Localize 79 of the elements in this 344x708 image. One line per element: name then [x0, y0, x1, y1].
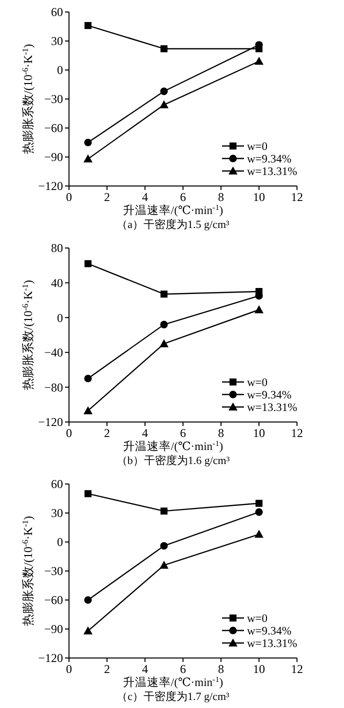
x-tick-label: 8 [218, 662, 224, 676]
point [160, 45, 168, 52]
x-tick-label: 12 [291, 190, 303, 204]
y-tick-label: −120 [38, 651, 63, 666]
x-tick-label: 0 [66, 662, 72, 676]
x-tick-label: 10 [253, 190, 265, 204]
y-tick-label: 30 [51, 34, 63, 48]
legend-label: w=0 [247, 141, 268, 154]
text: （a）干密度为1.5 g/cm³ [116, 218, 230, 231]
point [84, 406, 92, 414]
legend-label: w=13.31% [247, 638, 298, 650]
point [160, 339, 168, 348]
point [255, 508, 263, 516]
point [160, 508, 168, 515]
x-tick-label: 6 [180, 426, 186, 440]
x-tick-label: 10 [253, 426, 265, 440]
legend-label: w=9.34% [247, 626, 292, 638]
legend-label: w=13.31% [247, 402, 298, 414]
y-tick-label: 30 [51, 506, 63, 520]
x-tick-label: 6 [180, 190, 186, 204]
point [160, 542, 168, 550]
y-tick-label: −90 [44, 622, 63, 636]
x-tick-label: 2 [104, 662, 110, 676]
point [84, 626, 92, 634]
y-tick-label: −90 [44, 150, 63, 164]
legend-label: w=0 [247, 613, 268, 626]
legend-label: w=9.34% [247, 390, 292, 402]
point [160, 560, 168, 569]
y-tick-label: −60 [44, 121, 63, 136]
x-axis-title: 升温速率/(℃·min$^{-1}$) [122, 674, 224, 689]
point [84, 260, 92, 268]
point [84, 154, 92, 162]
y-tick-label: 0 [57, 63, 63, 78]
text: （b）干密度为1.6 g/cm³ [116, 454, 230, 467]
x-axis-title: 升温速率/(℃·min$^{-1}$) [122, 202, 224, 217]
x-tick-label: 2 [104, 190, 110, 204]
point [84, 596, 92, 604]
legend-label: w=9.34% [247, 154, 292, 166]
x-tick-label: 0 [66, 190, 72, 204]
y-tick-label: −60 [44, 593, 63, 608]
y-tick-label: 0 [57, 535, 63, 550]
y-tick-label: −120 [38, 179, 63, 194]
y-tick-label: 80 [51, 241, 63, 256]
point [160, 320, 168, 328]
x-axis-title: 升温速率/(℃·min$^{-1}$) [122, 438, 224, 453]
point [254, 305, 264, 314]
point [256, 500, 262, 507]
point [160, 100, 168, 108]
point [84, 374, 92, 382]
y-tick-label: 60 [51, 5, 63, 20]
point [160, 87, 168, 96]
x-tick-label: 12 [291, 662, 303, 676]
y-tick-label: −30 [44, 92, 63, 106]
text: （c）干密度为1.7 g/cm³ [116, 690, 230, 703]
x-tick-label: 2 [104, 426, 110, 440]
x-tick-label: 4 [142, 426, 148, 440]
y-tick-label: −80 [44, 380, 63, 394]
x-tick-label: 12 [291, 426, 303, 440]
point [84, 490, 92, 498]
legend-label: w=0 [247, 377, 268, 390]
point [84, 22, 92, 30]
x-tick-label: 8 [218, 426, 224, 440]
y-tick-label: −40 [44, 346, 63, 360]
y-tick-label: 0 [57, 310, 63, 325]
x-tick-label: 8 [218, 190, 224, 204]
x-tick-label: 6 [180, 662, 186, 676]
point [160, 290, 168, 298]
point [254, 530, 264, 538]
y-tick-label: 60 [51, 477, 63, 492]
y-tick-label: −30 [44, 564, 63, 578]
x-tick-label: 0 [66, 426, 72, 440]
point [84, 138, 92, 146]
x-tick-label: 10 [253, 662, 265, 676]
y-tick-label: 40 [51, 276, 63, 290]
x-tick-label: 4 [142, 190, 148, 204]
legend-label: w=13.31% [247, 166, 298, 178]
point [254, 56, 264, 65]
x-tick-label: 4 [142, 662, 148, 676]
y-tick-label: −120 [38, 415, 63, 430]
